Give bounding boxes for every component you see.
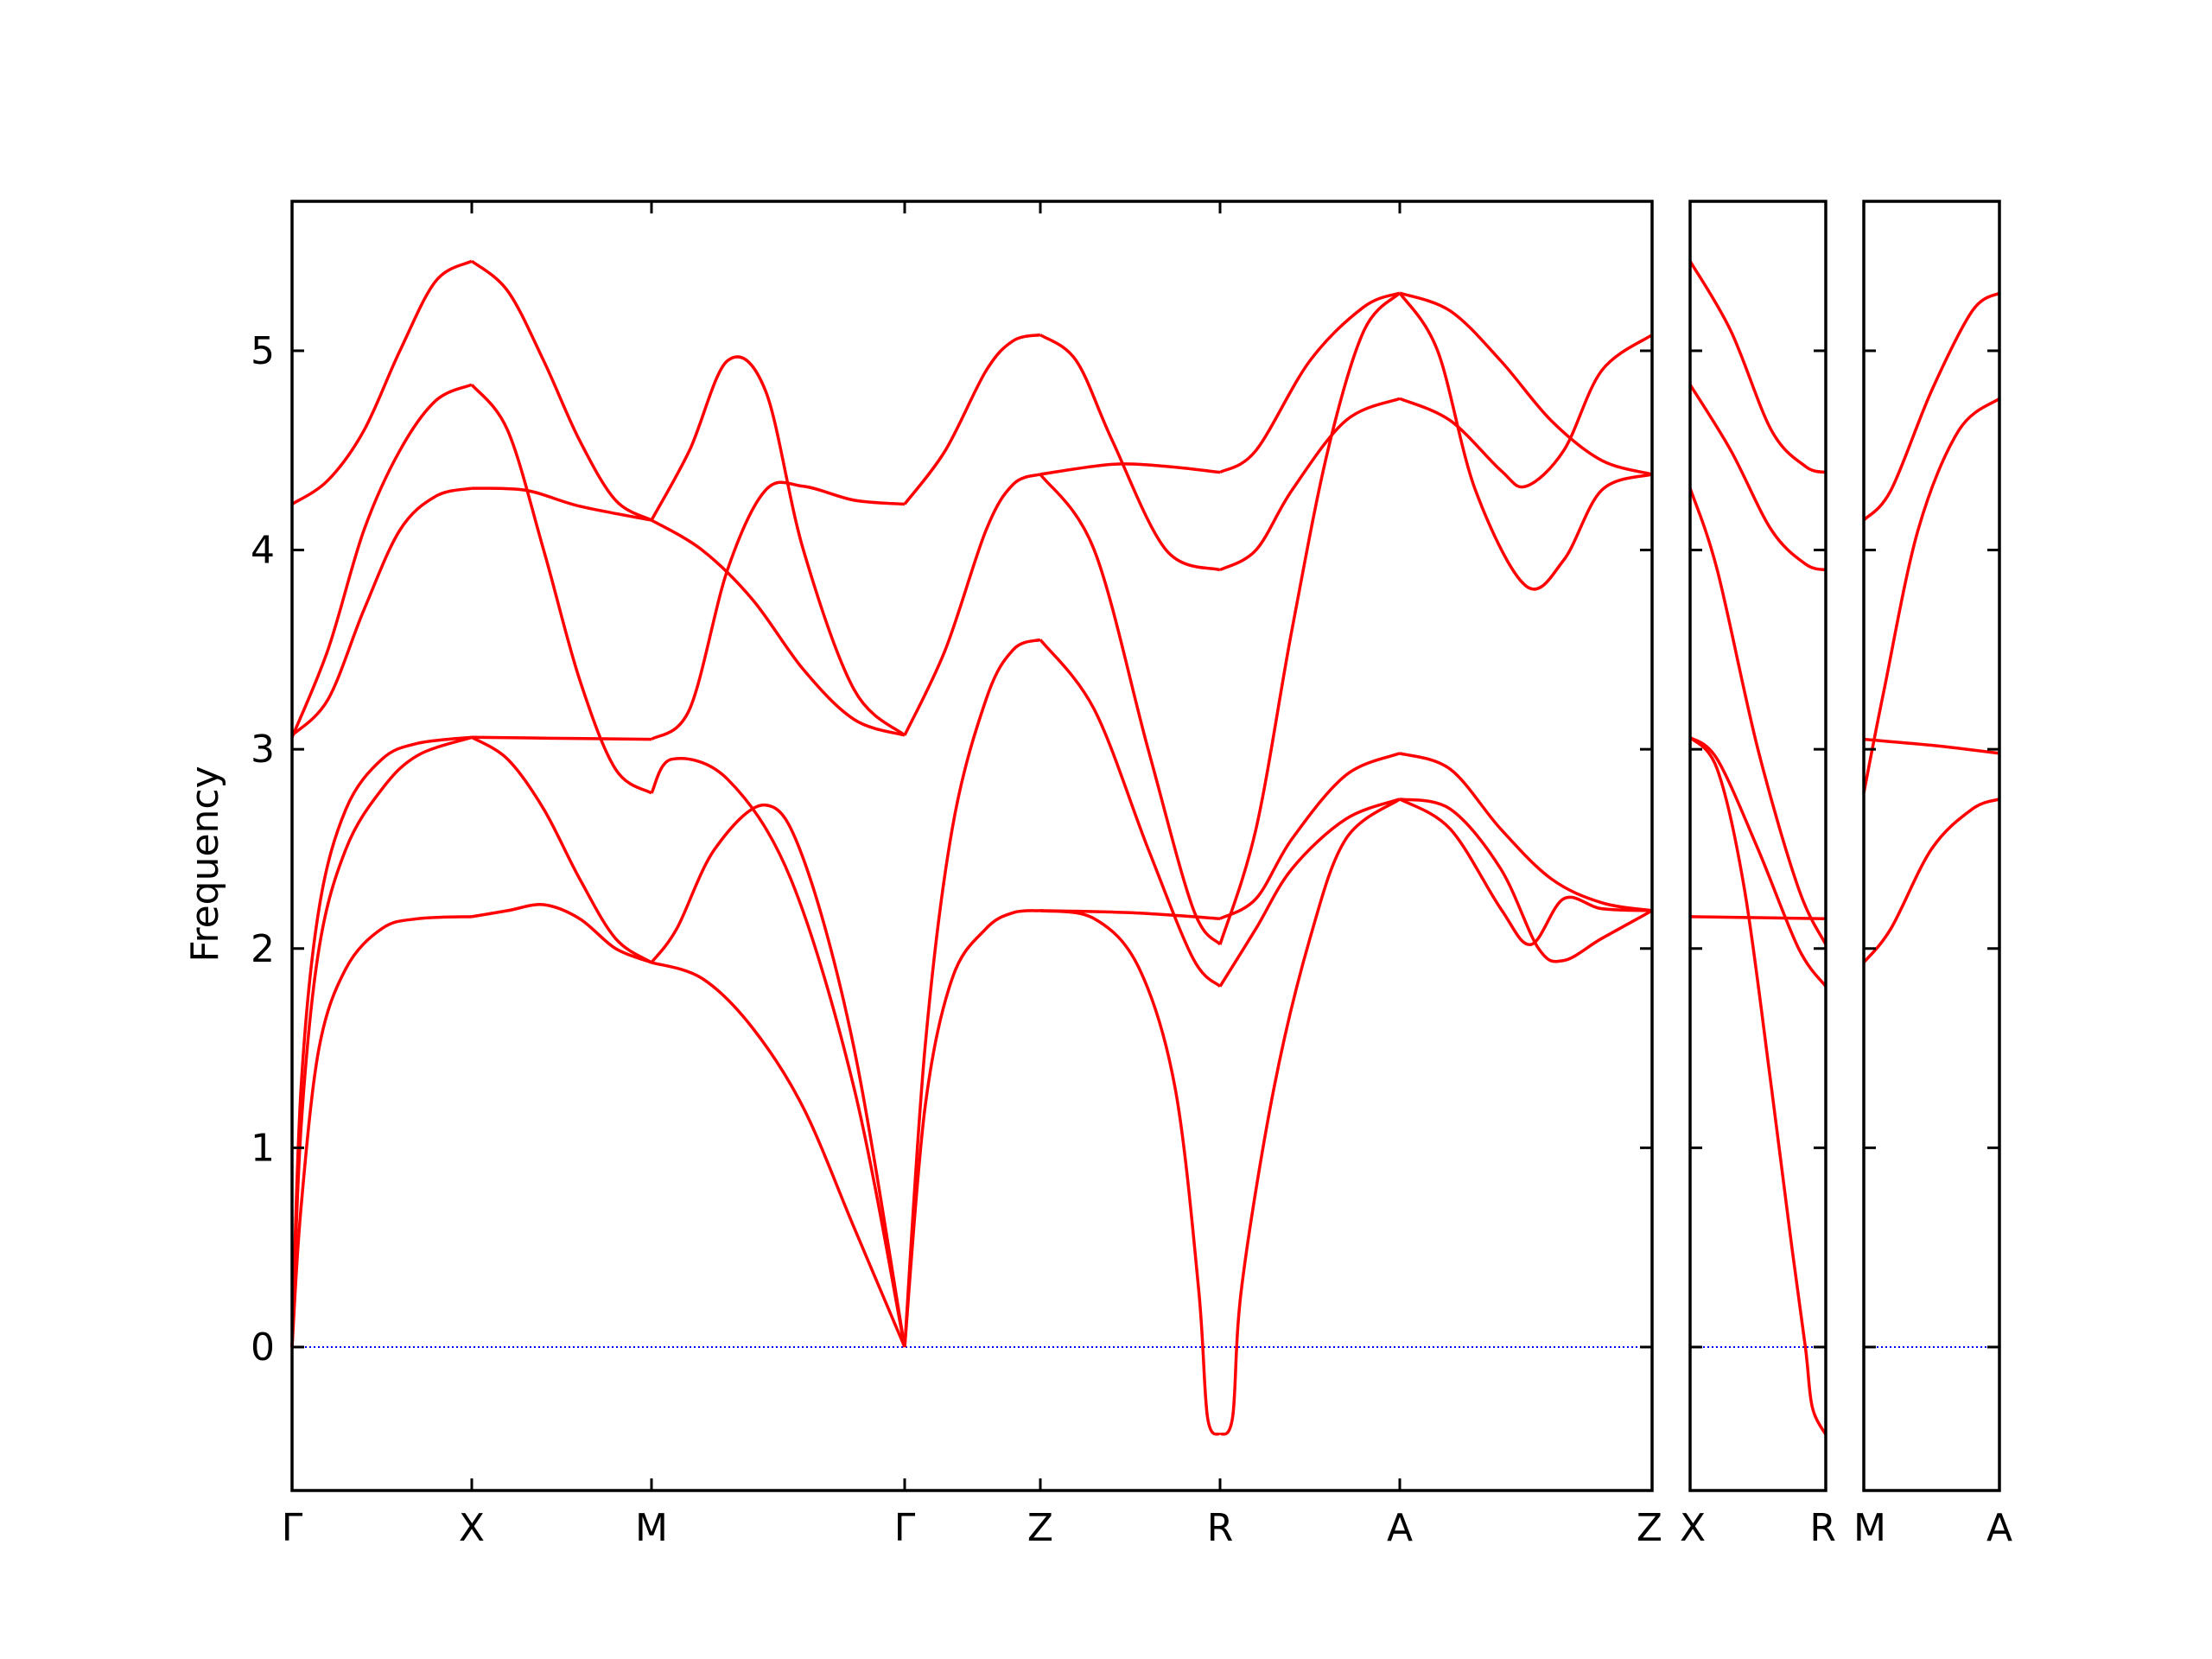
y-tick-label: 3 <box>251 728 275 772</box>
band-Γ-X-3 <box>290 735 473 1348</box>
band-R-A-4 <box>1218 291 1402 945</box>
x-tick-label: Z <box>1027 1506 1053 1550</box>
x-tick-label: R <box>1207 1506 1234 1550</box>
panel-frame <box>1862 200 2001 1492</box>
band-Γ-X-4 <box>290 486 473 737</box>
band-A-Z-3 <box>1399 752 1653 912</box>
x-tick-label: X <box>1680 1506 1706 1550</box>
band-X-R-4 <box>1688 487 1827 945</box>
band-Z-R-5 <box>1039 462 1221 476</box>
x-tick-label: A <box>1387 1506 1413 1550</box>
band-M-Γ-6 <box>650 355 906 737</box>
band-M-Γ-4 <box>650 480 906 741</box>
band-X-M-4 <box>470 384 652 795</box>
band-Z-R-3 <box>1039 639 1222 988</box>
band-R-A-6 <box>1219 291 1401 474</box>
x-tick-label: R <box>1809 1506 1836 1550</box>
panel-frame <box>1688 200 1827 1492</box>
band-A-Z-1 <box>1399 798 1653 963</box>
band-X-M-2 <box>471 735 652 964</box>
band-Z-R-6 <box>1039 334 1221 572</box>
band-Γ-X-6 <box>291 259 473 505</box>
x-tick-label: M <box>635 1506 668 1550</box>
y-tick-label: 2 <box>251 927 275 971</box>
band-R-A-1 <box>1218 798 1402 1436</box>
band-Γ-Z-4 <box>903 333 1041 505</box>
band-Γ-Z-2 <box>903 638 1041 1348</box>
x-tick-label: Z <box>1637 1506 1662 1550</box>
band-Z-R-4 <box>1039 473 1222 946</box>
band-X-M-5 <box>471 486 652 522</box>
band-R-A-3 <box>1219 752 1401 920</box>
x-tick-label: X <box>459 1506 485 1550</box>
band-A-Z-2 <box>1399 798 1653 946</box>
y-tick-label: 4 <box>251 529 275 573</box>
x-tick-label: M <box>1853 1506 1886 1550</box>
band-M-Γ-2 <box>650 803 906 1348</box>
band-panel-1: 0 1 2 3 4 5 Γ X M Γ Z R A Z <box>251 200 1662 1550</box>
band-Γ-Z-3 <box>903 473 1041 736</box>
band-A-Z-5 <box>1399 334 1654 489</box>
band-X-R-1 <box>1689 915 1827 920</box>
band-Γ-X-1 <box>290 915 473 1348</box>
band-M-A-2 <box>1862 397 2001 794</box>
x-tick-label: Γ <box>282 1506 303 1550</box>
band-A-Z-4 <box>1398 292 1653 591</box>
y-axis-title: Frequency <box>183 766 227 962</box>
band-Z-R-1 <box>1039 909 1222 1436</box>
band-X-R-6 <box>1688 260 1827 474</box>
band-M-Γ-5 <box>651 518 906 737</box>
y-tick-label: 5 <box>251 329 275 373</box>
band-Γ-X-5 <box>290 383 473 738</box>
x-tick-label: Γ <box>894 1506 916 1550</box>
band-M-A-3 <box>1863 737 2000 755</box>
band-Z-R-2 <box>1039 909 1221 920</box>
band-X-R-5 <box>1688 384 1827 572</box>
band-M-A-1 <box>1862 798 2000 964</box>
band-M-Γ-1 <box>651 961 906 1348</box>
band-X-M-6 <box>470 259 652 522</box>
band-X-M-1 <box>471 903 652 964</box>
band-A-Z-6 <box>1399 291 1653 476</box>
band-X-M-3 <box>471 735 652 741</box>
band-Γ-Z-1 <box>903 909 1041 1348</box>
band-M-Γ-3 <box>650 757 906 1348</box>
band-R-A-5 <box>1219 397 1401 572</box>
band-R-A-2 <box>1218 798 1401 988</box>
band-M-A-4 <box>1862 291 2000 522</box>
panel-frame <box>290 200 1654 1492</box>
y-tick-label: 1 <box>251 1126 275 1170</box>
band-X-R-2 <box>1688 736 1827 1436</box>
band-X-R-3 <box>1688 735 1827 988</box>
y-tick-label: 0 <box>251 1325 275 1370</box>
x-tick-label: A <box>1986 1506 2012 1550</box>
